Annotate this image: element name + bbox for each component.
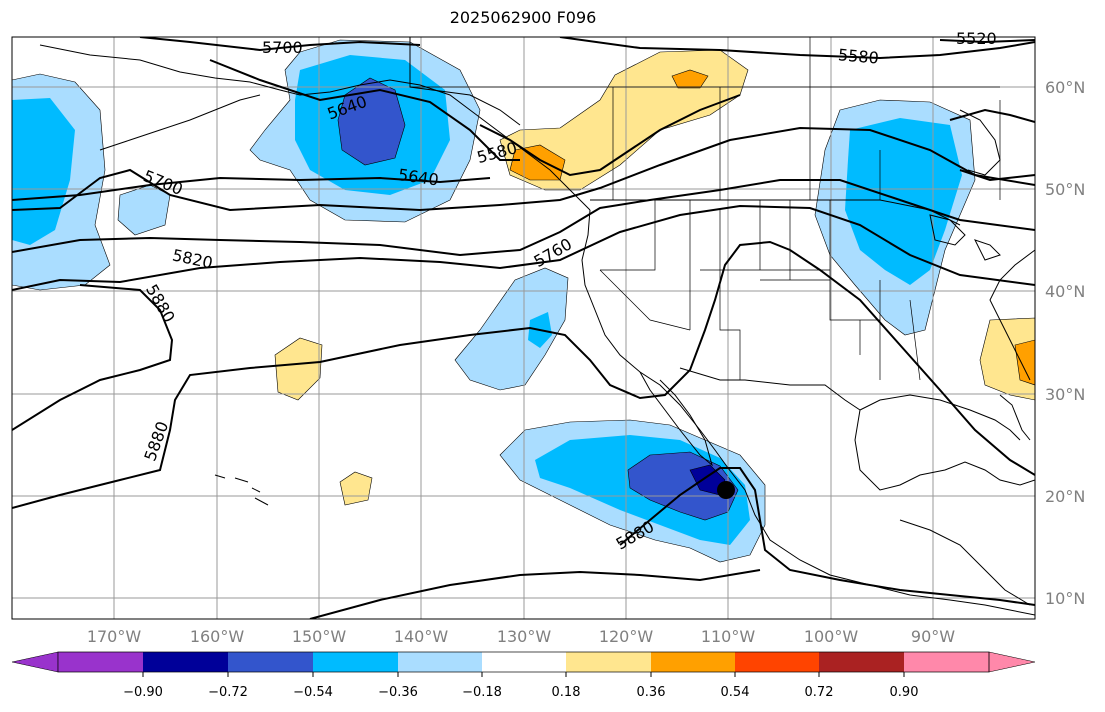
aleutians	[99, 94, 261, 151]
florida	[999, 394, 1031, 441]
colorbar-bin-2	[143, 652, 228, 672]
positive-anomaly-southeast-core	[1014, 339, 1035, 386]
colorbar-tick-label: −0.90	[123, 685, 163, 700]
us-west-coast	[581, 209, 1035, 616]
lon-label-120w: 120°W	[599, 627, 654, 646]
colorbar-tick-label: −0.18	[462, 685, 502, 700]
storm-center-marker	[717, 481, 735, 499]
contour-label-5580-top: 5580	[837, 45, 879, 67]
colorbar-tick-label: −0.36	[378, 685, 418, 700]
lat-label-30n: 30°N	[1045, 385, 1085, 404]
latitude-labels: 60°N 50°N 40°N 30°N 20°N 10°N	[1045, 78, 1085, 608]
colorbar-bin-1	[58, 652, 143, 672]
central-america	[899, 519, 1031, 606]
contour-label-5520-top: 5520	[956, 29, 997, 48]
colorbar-tick-label: 0.54	[721, 685, 750, 700]
contour-5880-mid	[12, 240, 1035, 509]
contour-5520-label-line	[939, 39, 1035, 44]
contour-label-5700-top: 5700	[262, 38, 303, 57]
positive-anomaly-blob-2	[339, 471, 373, 506]
lat-label-40n: 40°N	[1045, 282, 1085, 301]
positive-anomaly-nw-core2	[671, 69, 709, 89]
colorbar-tick-label: −0.54	[293, 685, 333, 700]
colorbar-extend-low	[11, 651, 59, 673]
colorbar-bin-3	[228, 652, 313, 672]
contour-5580-east	[559, 37, 1035, 60]
lon-label-130w: 130°W	[497, 627, 552, 646]
yucatan	[854, 409, 1035, 491]
colorbar-tick-label: −0.72	[208, 685, 248, 700]
hudson-bay	[959, 109, 1001, 176]
coastlines	[39, 37, 1035, 616]
colorbar-bin-8	[651, 652, 735, 672]
positive-anomaly-blob-1	[274, 337, 323, 401]
contour-5820	[12, 204, 1035, 291]
colorbar-tick-label: 0.18	[552, 685, 581, 700]
lat-label-10n: 10°N	[1045, 589, 1085, 608]
colorbar-bin-11	[904, 652, 989, 672]
colorbar-tick-label: 0.36	[637, 685, 666, 700]
colorbar-tick-label: 0.72	[805, 685, 834, 700]
great-lakes	[929, 214, 1001, 261]
contour-5640	[209, 59, 520, 161]
lat-label-20n: 20°N	[1045, 487, 1085, 506]
negative-anomaly-pacific	[454, 267, 569, 391]
colorbar-bin-5	[398, 652, 482, 672]
lon-label-100w: 100°W	[804, 627, 859, 646]
colorbar-bin-6	[482, 652, 566, 672]
lon-label-110w: 110°W	[701, 627, 756, 646]
lon-label-170w: 170°W	[87, 627, 142, 646]
colorbar-extend-high	[988, 651, 1036, 673]
contour-5760	[12, 179, 1035, 257]
map-frame	[11, 36, 1036, 620]
gulf-coast	[859, 394, 1021, 441]
contour-5700	[12, 126, 1035, 212]
map-title: 2025062900 F096	[449, 8, 597, 27]
lon-label-160w: 160°W	[190, 627, 245, 646]
contour-5580-loop	[479, 94, 741, 177]
contour-5640-main	[12, 176, 491, 201]
lat-label-50n: 50°N	[1045, 180, 1085, 199]
contour-5880-south	[619, 467, 1035, 606]
contour-5940	[309, 569, 761, 619]
us-state-lines	[599, 200, 921, 381]
colorbar-ticks	[142, 672, 905, 677]
lon-label-140w: 140°W	[394, 627, 449, 646]
contour-5880-west	[12, 284, 174, 431]
colorbar-bin-4	[313, 652, 398, 672]
colorbar-bin-9	[735, 652, 819, 672]
height-contours	[12, 37, 1035, 619]
us-mexico-border	[679, 367, 861, 411]
colorbar-tick-label: 0.90	[890, 685, 919, 700]
east-coast	[989, 249, 1035, 381]
colorbar: −0.90 −0.72 −0.54 −0.36 −0.18 0.18 0.36 …	[11, 651, 1036, 700]
baja	[639, 371, 713, 467]
alaska-coast	[39, 44, 591, 211]
hawaii	[214, 474, 269, 506]
lat-label-60n: 60°N	[1045, 78, 1085, 97]
colorbar-bin-7	[566, 652, 651, 672]
alaska-border	[409, 37, 521, 126]
lon-label-90w: 90°W	[911, 627, 955, 646]
longitude-labels: 170°W 160°W 150°W 140°W 130°W 120°W 110°…	[87, 627, 955, 646]
contour-east-loop	[949, 108, 1035, 182]
lon-label-150w: 150°W	[292, 627, 347, 646]
colorbar-bin-10	[819, 652, 904, 672]
contour-5700-north	[139, 37, 421, 52]
